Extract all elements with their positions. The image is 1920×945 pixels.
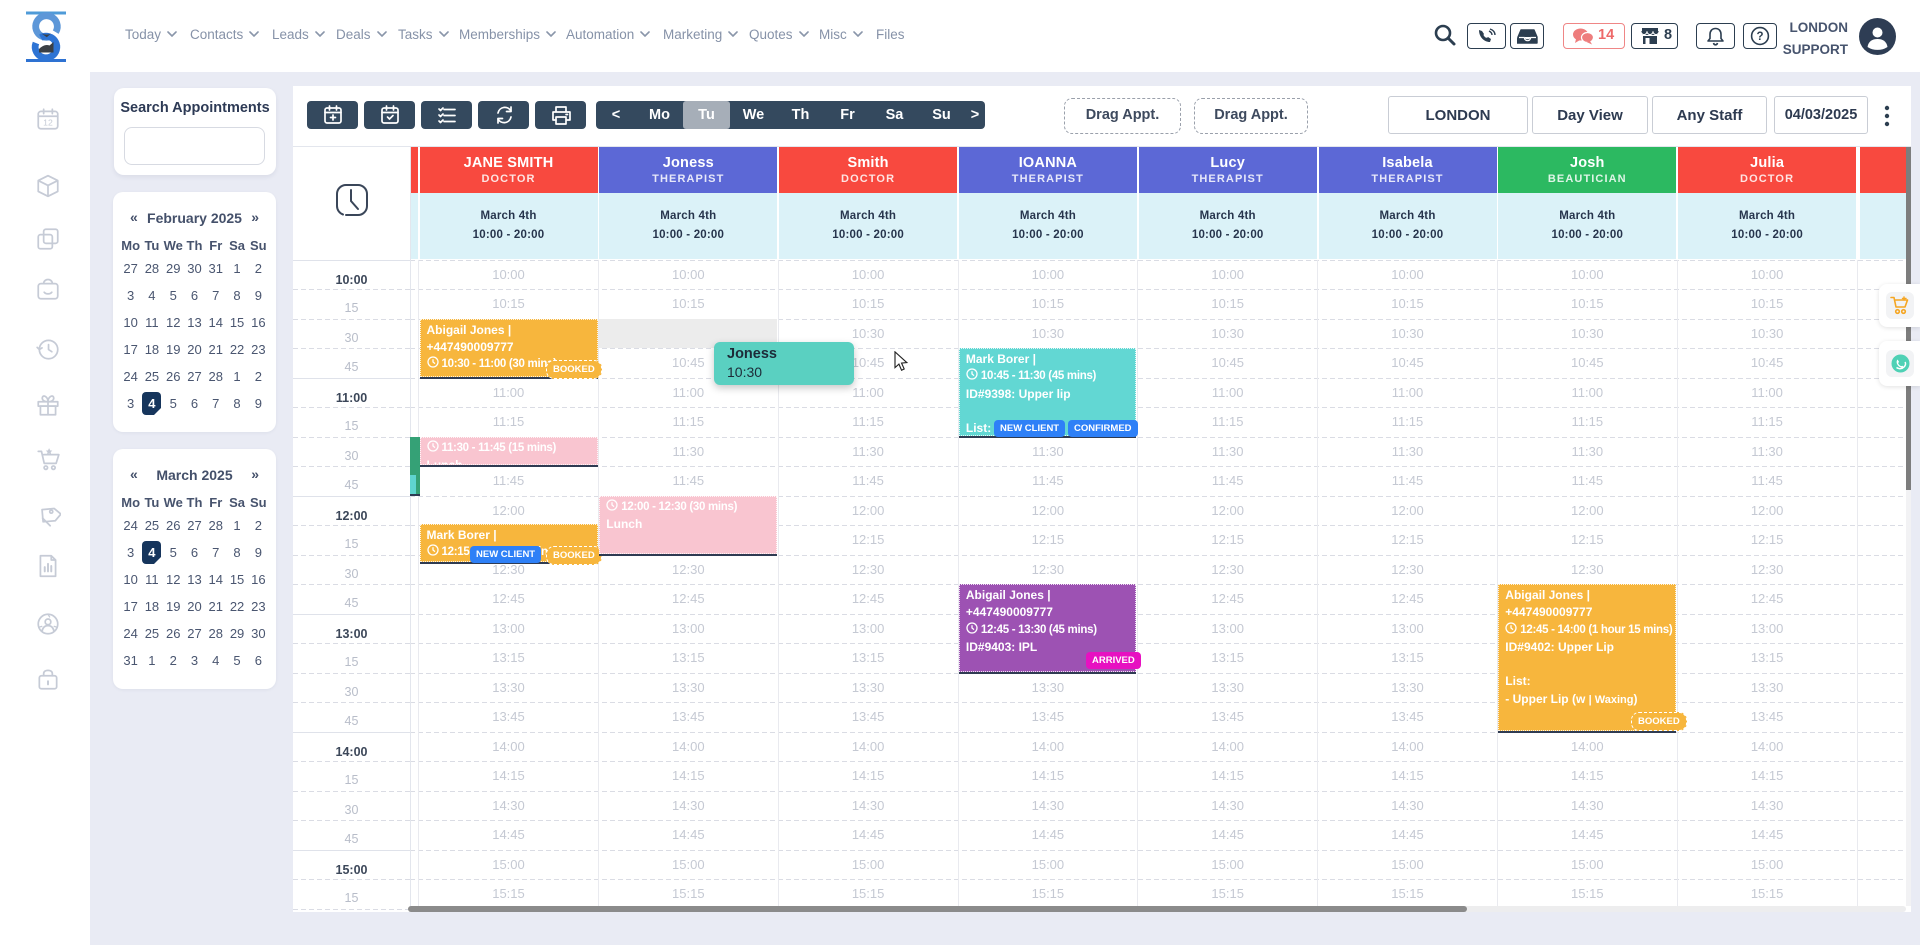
svg-text:12: 12 [43, 118, 53, 128]
svg-text:?: ? [1756, 31, 1763, 43]
